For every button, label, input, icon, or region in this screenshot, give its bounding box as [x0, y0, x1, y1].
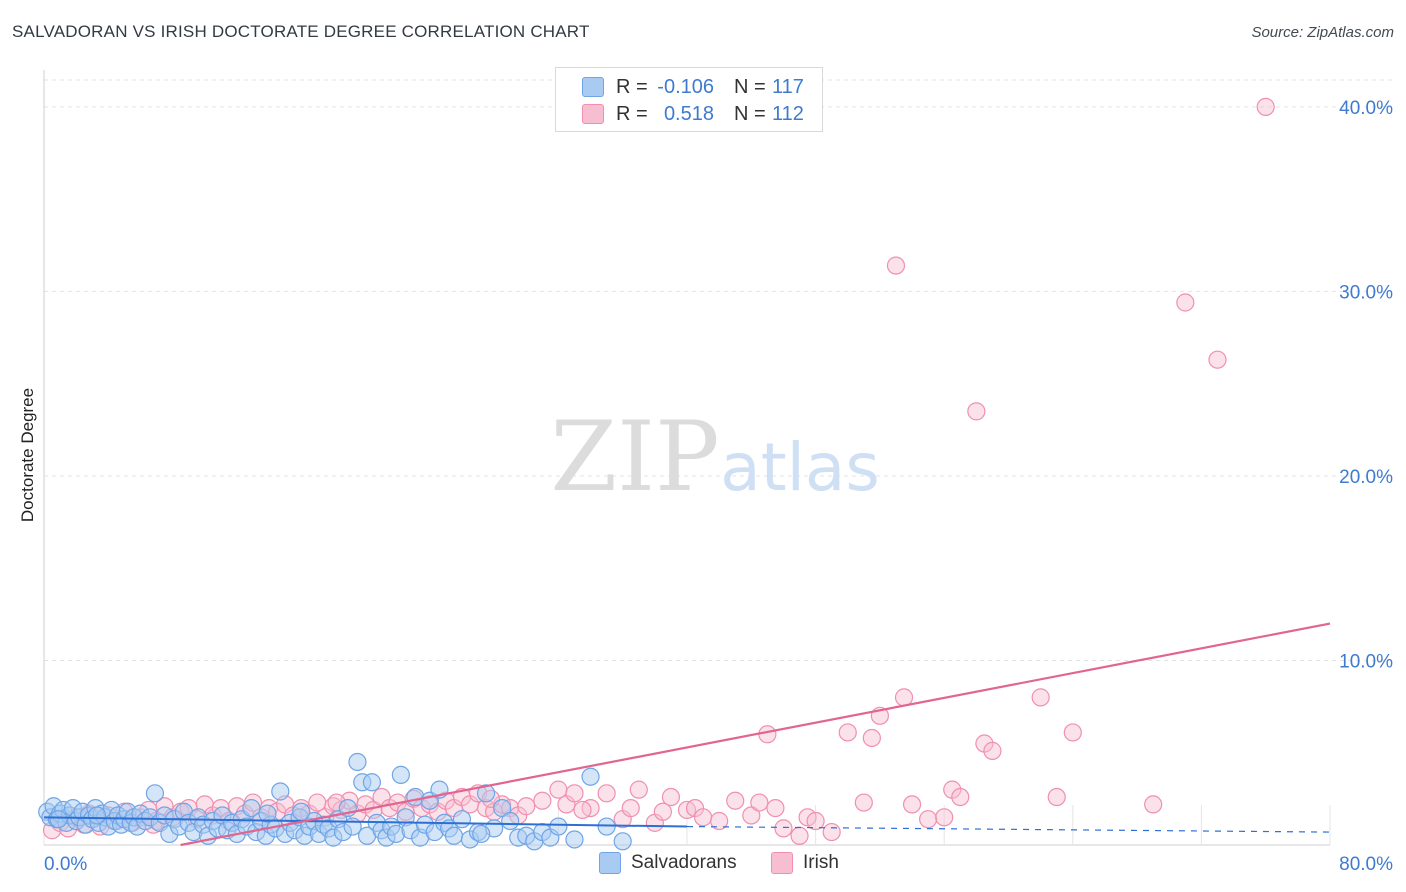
- irish-point: [1208, 350, 1227, 369]
- x-tick-label-max: 80.0%: [1339, 854, 1393, 875]
- tick-labels: 10.0% 20.0% 30.0% 40.0% 0.0% 80.0%: [44, 98, 1393, 875]
- irish-point: [894, 688, 914, 707]
- irish-point: [951, 787, 970, 807]
- y-tick-label: 30.0%: [1339, 282, 1393, 303]
- salvadoran-point: [565, 830, 584, 849]
- watermark: ZIP atlas: [550, 401, 879, 513]
- salvadoran-point: [49, 810, 68, 829]
- legend-item-salvadorans: Salvadorans: [599, 852, 737, 874]
- irish-point: [653, 802, 672, 821]
- irish-point: [597, 784, 616, 803]
- irish-point: [661, 787, 681, 807]
- n-value: 112: [772, 102, 804, 125]
- irish-point: [935, 808, 954, 827]
- chart-title: SALVADORAN VS IRISH DOCTORATE DEGREE COR…: [12, 22, 590, 41]
- correlation-legend: R = -0.106 N = 117 R = 0.518 N = 112: [555, 67, 823, 132]
- irish-point: [693, 808, 713, 827]
- irish-point: [710, 811, 729, 831]
- salvadoran-point: [444, 826, 464, 845]
- irish-point: [902, 795, 922, 814]
- irish-point: [838, 723, 857, 742]
- irish-swatch: [582, 104, 604, 124]
- irish-point: [1176, 293, 1195, 312]
- irish-point: [573, 800, 592, 820]
- irish-point: [1047, 787, 1066, 807]
- gridlines: [44, 79, 1395, 661]
- irish-point: [533, 791, 552, 810]
- y-tick-label: 20.0%: [1339, 467, 1393, 488]
- r-value: -0.106: [657, 75, 714, 98]
- salvadoran-point: [493, 798, 512, 818]
- irish-point: [517, 797, 536, 816]
- irish-trend-line: [180, 622, 1331, 847]
- salvadoran-point: [476, 784, 496, 803]
- irish-point: [726, 791, 745, 810]
- n-value: 117: [772, 75, 804, 98]
- salvadoran-point: [271, 782, 290, 801]
- salvadoran-point: [597, 817, 616, 836]
- legend-label-irish: Irish: [803, 852, 839, 873]
- salvadorans-swatch: [582, 77, 604, 97]
- irish-point: [766, 798, 785, 818]
- source-label: Source: ZipAtlas.com: [1251, 24, 1394, 41]
- salvadoran-point: [391, 765, 410, 784]
- irish-point: [983, 741, 1002, 760]
- salvadoran-point: [348, 752, 367, 772]
- irish-point: [919, 810, 938, 829]
- salvadoran-trend-line: [43, 816, 688, 828]
- irish-point: [967, 402, 986, 421]
- salvadoran-point: [292, 802, 311, 821]
- watermark-zip: ZIP: [550, 401, 719, 513]
- irish-point: [1031, 688, 1050, 707]
- salvadoran-point: [343, 817, 362, 836]
- salvadoran-point: [258, 804, 277, 823]
- irish-point: [629, 780, 648, 799]
- salvadoran-point: [452, 810, 472, 829]
- legend-label-salvadorans: Salvadorans: [631, 852, 737, 873]
- legend-row-irish: R = 0.518 N = 112: [556, 101, 804, 127]
- y-tick-label: 10.0%: [1339, 651, 1393, 672]
- x-tick-label-min: 0.0%: [44, 854, 87, 875]
- n-label: N =: [734, 102, 766, 125]
- salvadoran-point: [501, 811, 520, 831]
- r-label: R =: [616, 75, 648, 98]
- legend-item-irish: Irish: [771, 852, 839, 874]
- y-tick-label: 40.0%: [1339, 98, 1393, 119]
- watermark-atlas: atlas: [720, 429, 880, 506]
- salvadoran-point: [145, 784, 165, 803]
- irish-point: [742, 806, 761, 825]
- salvadoran-point: [242, 798, 261, 818]
- trend-lines: [43, 622, 1331, 847]
- salvadoran-points: [38, 752, 632, 851]
- irish-point: [886, 256, 906, 275]
- salvadoran-point: [613, 832, 632, 851]
- salvadoran-point: [362, 773, 382, 792]
- irish-point: [854, 793, 873, 812]
- salvadoran-point: [472, 824, 491, 844]
- salvadorans-swatch: [599, 852, 621, 874]
- r-value: 0.518: [663, 102, 714, 125]
- n-label: N =: [734, 75, 766, 98]
- irish-point: [565, 784, 584, 803]
- irish-point: [790, 826, 809, 845]
- salvadoran-point: [87, 806, 107, 825]
- irish-point: [862, 728, 881, 748]
- irish-point: [806, 811, 825, 831]
- r-label: R =: [616, 102, 648, 125]
- irish-point: [758, 725, 777, 744]
- salvadoran-point: [581, 767, 600, 786]
- legend-row-salvadorans: R = -0.106 N = 117: [556, 74, 804, 100]
- irish-point: [1063, 723, 1082, 742]
- salvadoran-point: [549, 817, 568, 836]
- irish-point: [621, 798, 640, 818]
- irish-point: [1256, 97, 1275, 117]
- irish-point: [750, 793, 769, 812]
- irish-point: [822, 822, 841, 842]
- irish-point: [774, 819, 793, 838]
- irish-swatch: [771, 852, 793, 874]
- irish-point: [1144, 795, 1163, 814]
